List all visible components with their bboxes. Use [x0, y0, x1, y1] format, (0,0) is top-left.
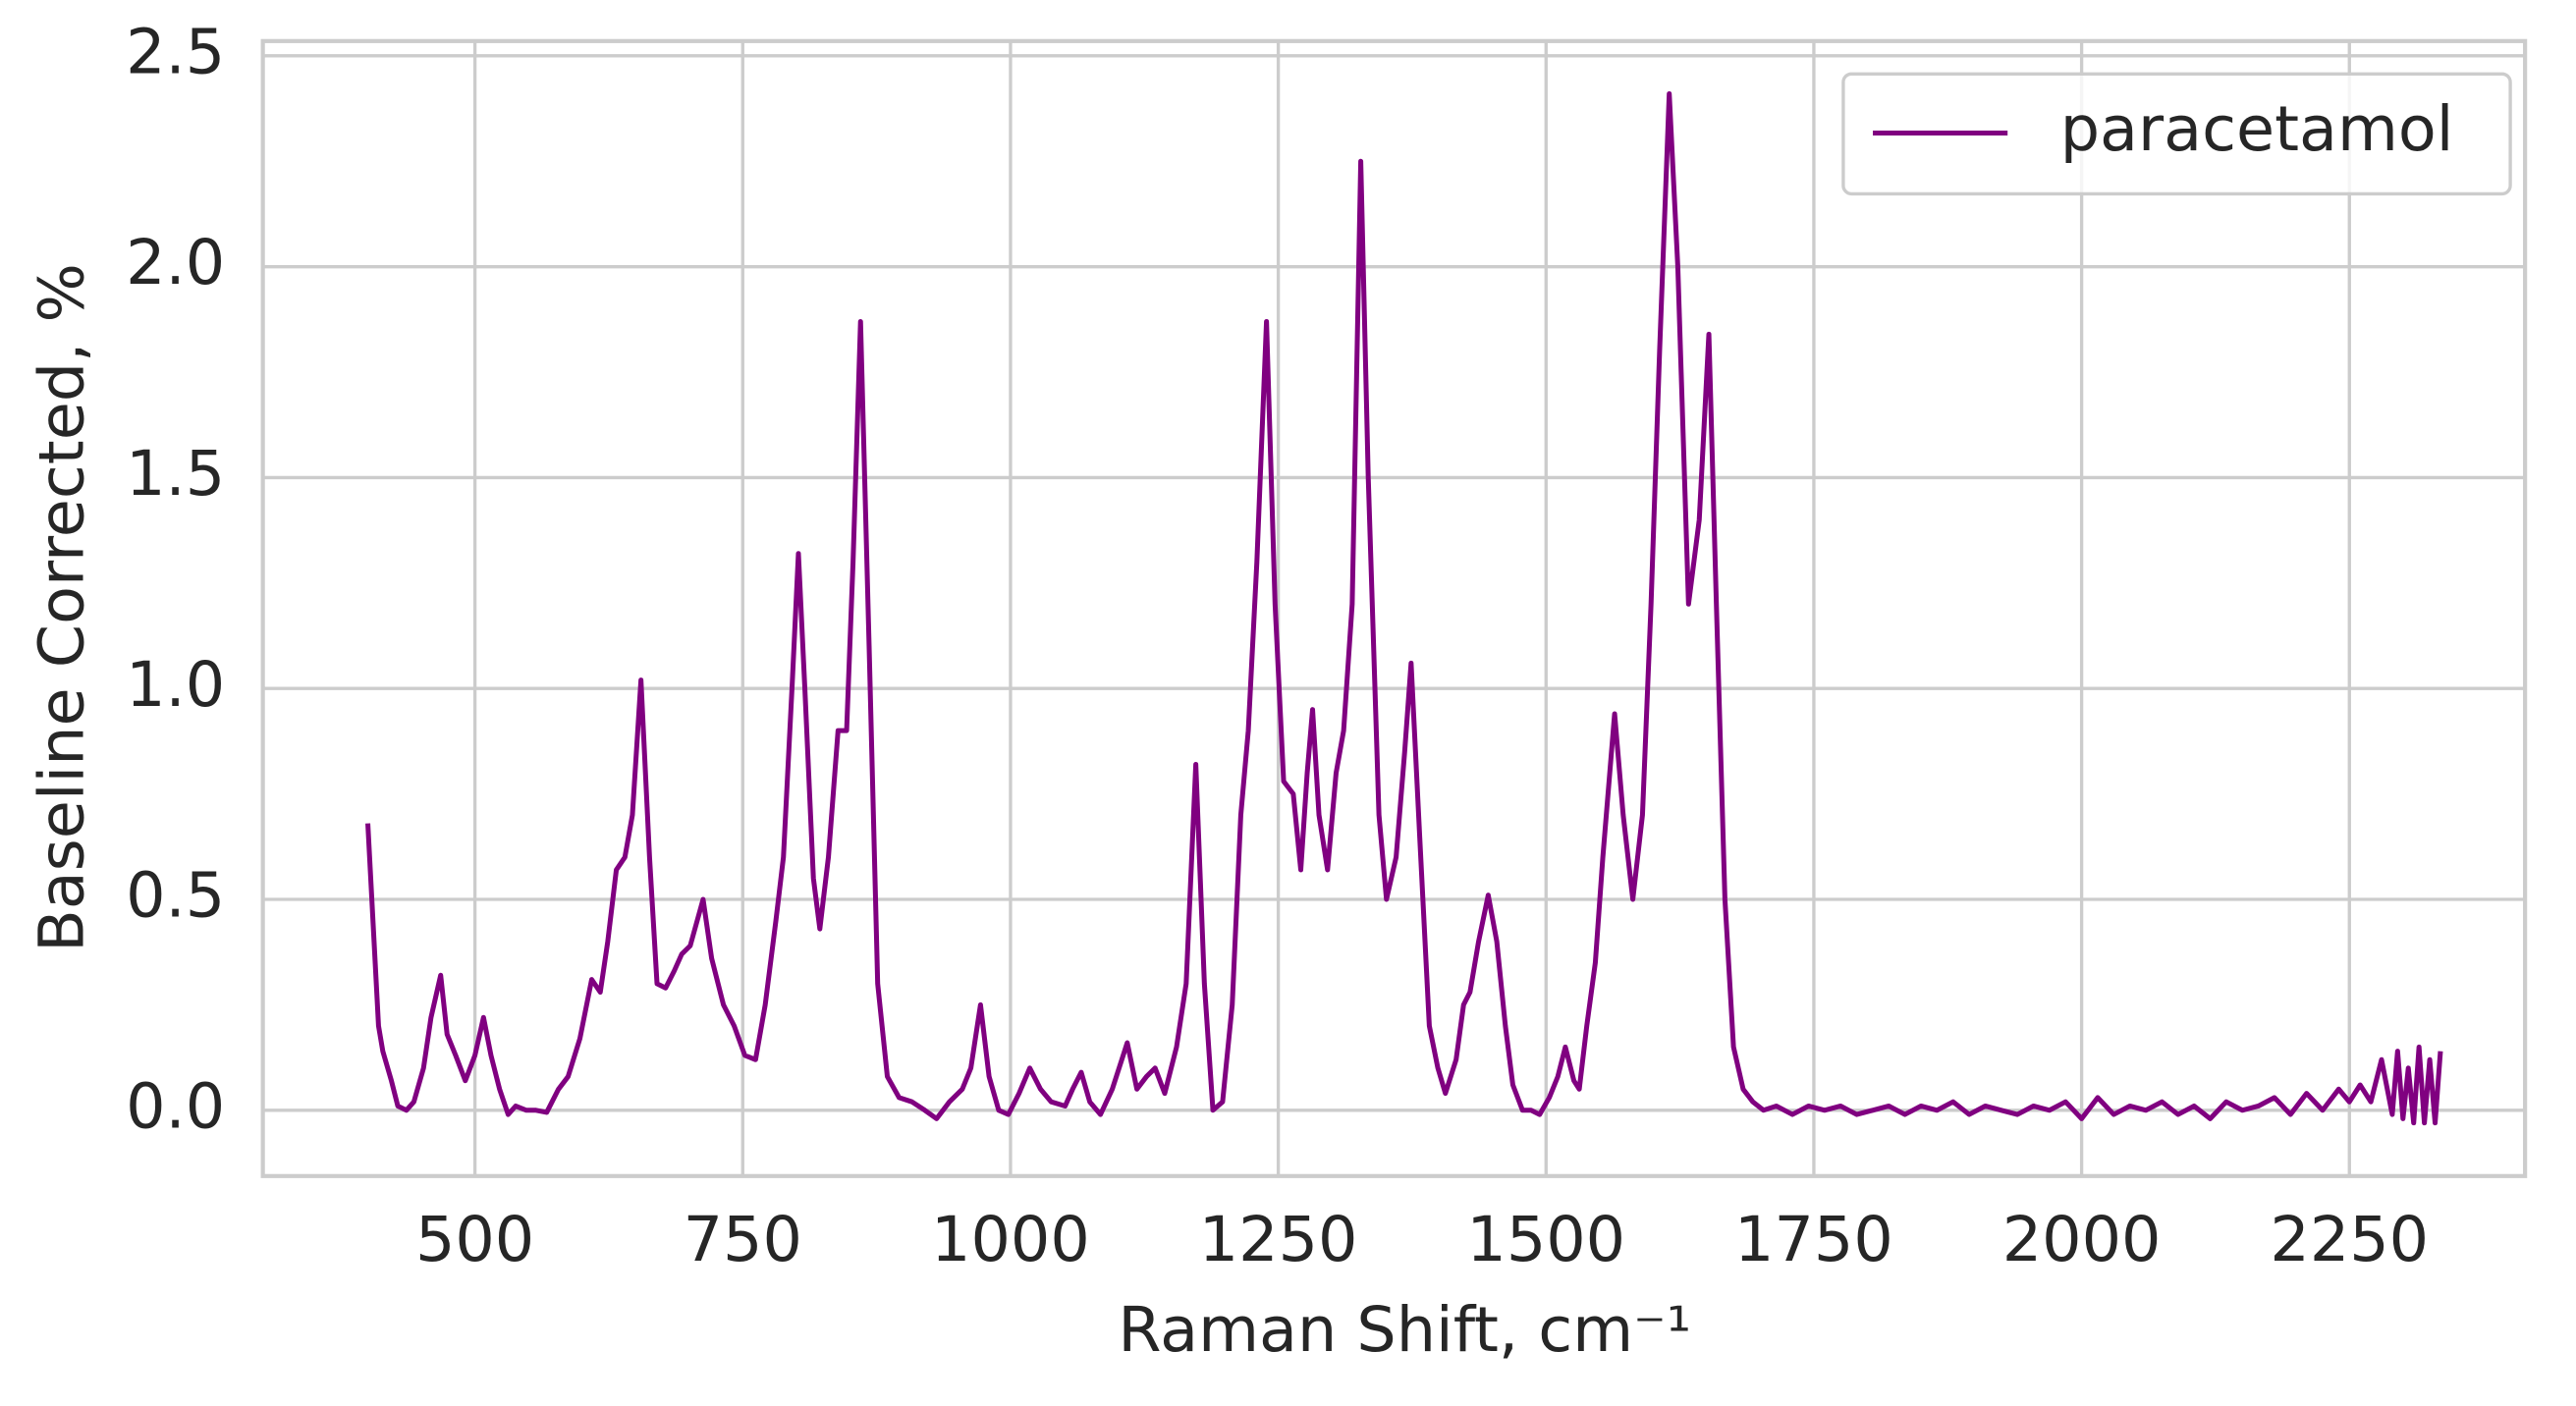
y-tick-label: 0.0	[126, 1069, 225, 1142]
data-line	[365, 91, 2443, 1126]
x-tick-label: 1500	[1466, 1203, 1625, 1275]
y-tick-label: 2.5	[126, 15, 225, 87]
x-tick-label: 1000	[931, 1203, 1090, 1275]
x-tick-label: 2250	[2270, 1203, 2429, 1275]
x-tick-label: 1250	[1199, 1203, 1358, 1275]
legend-label: paracetamol	[2060, 92, 2454, 165]
plot-frame	[260, 38, 2528, 1178]
legend-box	[1841, 72, 2512, 196]
y-tick-label: 1.0	[126, 648, 225, 721]
x-tick-label: 500	[415, 1203, 534, 1275]
y-tick-label: 0.5	[126, 859, 225, 932]
y-axis-label: Baseline Corrected, %	[25, 263, 97, 952]
y-tick-label: 1.5	[126, 437, 225, 510]
x-axis-label: Raman Shift, cm⁻¹	[1118, 1293, 1691, 1366]
legend: paracetamol	[1841, 72, 2512, 196]
y-tick-label: 2.0	[126, 226, 225, 298]
x-tick-label: 750	[684, 1203, 802, 1275]
x-tick-label: 2000	[2002, 1203, 2162, 1275]
x-tick-label: 1750	[1734, 1203, 1893, 1275]
